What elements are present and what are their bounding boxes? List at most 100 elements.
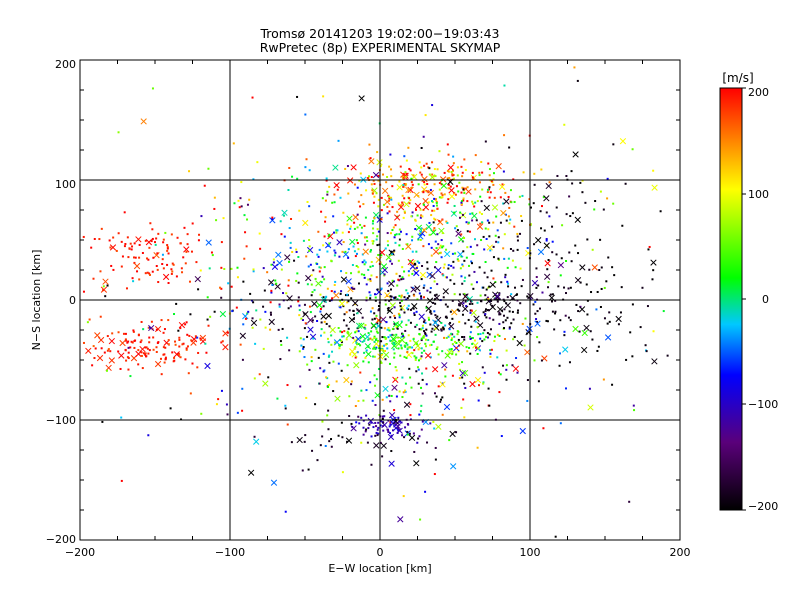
scatter-point (611, 383, 614, 386)
scatter-point (363, 273, 366, 276)
chart-title: Tromsø 20141203 19:02:00−19:03:43 (260, 26, 500, 41)
scatter-point (109, 350, 112, 353)
scatter-point (445, 315, 448, 318)
scatter-point (405, 183, 408, 186)
scatter-point (405, 356, 408, 359)
scatter-point (400, 320, 403, 323)
scatter-point (357, 266, 360, 269)
scatter-point (503, 84, 506, 87)
scatter-point (354, 346, 357, 349)
scatter-point (310, 294, 313, 297)
scatter-point-x (350, 164, 357, 171)
scatter-point (252, 301, 255, 304)
scatter-point (174, 343, 177, 346)
scatter-point (405, 172, 408, 175)
scatter-point (452, 155, 455, 158)
scatter-point (367, 175, 370, 178)
scatter-point (379, 424, 382, 427)
scatter-point (248, 198, 251, 201)
scatter-point (349, 353, 352, 356)
scatter-point (593, 208, 596, 211)
scatter-point (316, 459, 319, 462)
scatter-point (127, 256, 130, 259)
scatter-point (225, 403, 228, 406)
scatter-point (509, 189, 512, 192)
scatter-point (417, 238, 420, 241)
scatter-point-x (544, 273, 551, 280)
scatter-point (164, 357, 167, 360)
scatter-point (365, 283, 368, 286)
scatter-point (188, 334, 191, 337)
scatter-point (397, 336, 400, 339)
scatter-point (90, 246, 93, 249)
scatter-point (469, 245, 472, 248)
scatter-point (519, 302, 522, 305)
scatter-point (137, 363, 140, 366)
scatter-point (504, 273, 507, 276)
scatter-point (437, 385, 440, 388)
scatter-point (409, 199, 412, 202)
scatter-point (492, 178, 495, 181)
scatter-point (441, 350, 444, 353)
scatter-point-x (262, 380, 269, 387)
scatter-point (451, 299, 454, 302)
scatter-point (423, 319, 426, 322)
scatter-point (239, 343, 242, 346)
y-axis: 200 100 0 −100 −200 N−S location [km] (30, 58, 76, 546)
scatter-point (397, 312, 400, 315)
scatter-point (507, 257, 510, 260)
scatter-point (546, 320, 549, 323)
scatter-point (516, 371, 519, 374)
scatter-point (333, 201, 336, 204)
scatter-point (377, 309, 380, 312)
scatter-point-x (396, 321, 403, 329)
scatter-point (324, 216, 327, 219)
scatter-point (419, 171, 422, 174)
x-tick-label: 0 (377, 546, 384, 559)
scatter-point (560, 257, 563, 260)
scatter-point (488, 186, 491, 189)
scatter-point-x (471, 212, 478, 220)
scatter-point (189, 313, 192, 316)
scatter-point (389, 153, 392, 156)
scatter-point (324, 220, 327, 223)
scatter-point (355, 252, 358, 255)
scatter-point (364, 430, 367, 433)
scatter-point (612, 143, 615, 146)
scatter-point-x (139, 345, 146, 353)
scatter-point (424, 333, 427, 336)
scatter-point (279, 340, 282, 343)
scatter-point (197, 351, 200, 354)
scatter-point (327, 428, 330, 431)
scatter-point (353, 183, 356, 186)
scatter-point (397, 259, 400, 262)
scatter-point (371, 399, 374, 402)
scatter-point-x (145, 239, 153, 246)
scatter-point (442, 274, 445, 277)
scatter-point (445, 220, 448, 223)
x-tick-label: −200 (65, 546, 95, 559)
scatter-point (462, 398, 465, 401)
scatter-point (518, 195, 521, 198)
scatter-point (111, 332, 114, 335)
scatter-point (410, 186, 413, 189)
scatter-point (166, 263, 169, 266)
scatter-point (373, 182, 376, 185)
scatter-point-x (358, 322, 365, 329)
scatter-point (220, 389, 223, 392)
scatter-point (356, 308, 359, 311)
scatter-point (427, 201, 430, 204)
scatter-point (357, 271, 360, 274)
scatter-point (421, 215, 424, 218)
scatter-point (407, 270, 410, 273)
scatter-point (363, 259, 366, 262)
scatter-point (599, 190, 602, 193)
scatter-point (505, 364, 508, 367)
scatter-point (464, 322, 467, 325)
scatter-point (486, 188, 489, 191)
scatter-point (308, 238, 311, 241)
scatter-point (132, 330, 135, 333)
scatter-point (488, 333, 491, 336)
scatter-point (312, 269, 315, 272)
scatter-point (347, 332, 350, 335)
